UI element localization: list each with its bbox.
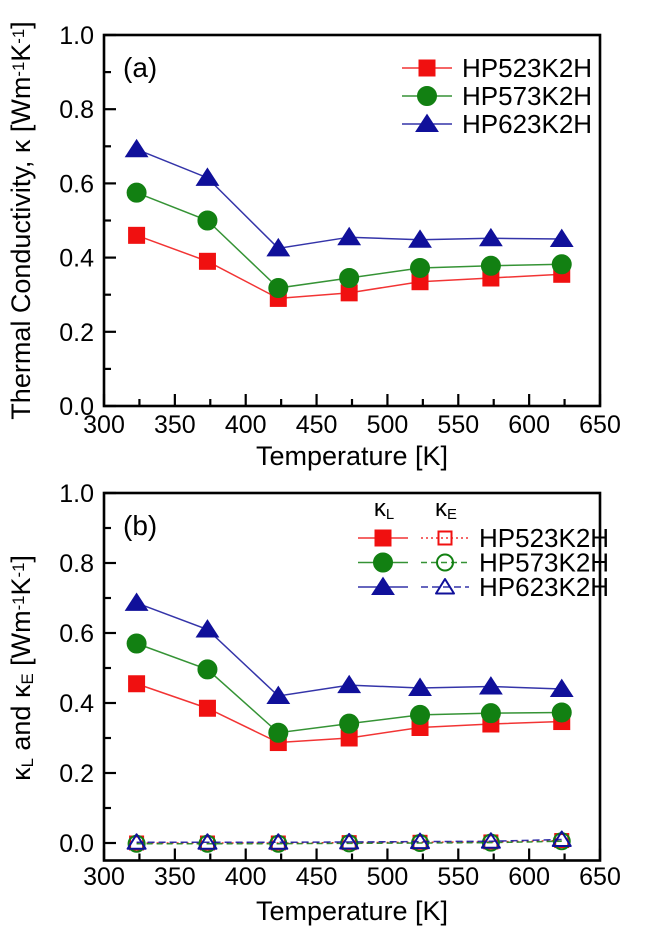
y-axis-title: Thermal Conductivity, κ [Wm-1K-1]	[6, 21, 36, 419]
panel-a-figure: 300 350 400 450 500 550 600 650 0.0 0.2 0.4 0.6 0.8 1…	[6, 21, 621, 471]
svg-text:0.0: 0.0	[59, 830, 94, 858]
series-HP573K2H-k	[126, 182, 572, 299]
svg-text:1.0: 1.0	[59, 480, 94, 508]
panel-letter: (b)	[123, 510, 157, 541]
series-HP623K2H-kL	[124, 592, 574, 704]
x-tick-labels: 300 350 400 450 500 550 600 650	[83, 863, 621, 891]
legend-label: HP623K2H	[479, 572, 609, 602]
axis-ticks	[102, 33, 602, 408]
svg-text:0.8: 0.8	[59, 96, 94, 124]
y-axis-title: κL and κE [Wm-1K-1]	[6, 555, 37, 781]
legend-label: HP573K2H	[462, 81, 592, 111]
svg-text:550: 550	[437, 411, 479, 439]
svg-text:0.6: 0.6	[59, 170, 94, 198]
svg-text:0.0: 0.0	[59, 393, 94, 421]
panel-letter: (a)	[123, 52, 157, 83]
svg-text:0.8: 0.8	[59, 550, 94, 578]
svg-text:350: 350	[154, 411, 196, 439]
svg-text:450: 450	[296, 863, 338, 891]
svg-text:500: 500	[367, 411, 409, 439]
svg-text:0.2: 0.2	[59, 319, 94, 347]
x-axis-title: Temperature [K]	[256, 441, 448, 471]
x-tick-labels: 300 350 400 450 500 550 600 650	[83, 411, 621, 439]
svg-text:400: 400	[225, 863, 267, 891]
svg-text:450: 450	[296, 411, 338, 439]
y-tick-labels: 0.0 0.2 0.4 0.6 0.8 1.0	[59, 22, 94, 421]
svg-text:400: 400	[225, 411, 267, 439]
panel-b-figure: 300 350 400 450 500 550 600 650 0.0 0.2 0.4 0.6 0.8 1…	[0, 475, 645, 950]
series-HP623K2H-k	[124, 138, 574, 257]
svg-text:500: 500	[367, 863, 409, 891]
svg-text:650: 650	[579, 411, 621, 439]
svg-text:350: 350	[154, 863, 196, 891]
svg-text:600: 600	[508, 863, 550, 891]
legend-header-kE: κE	[435, 495, 457, 523]
svg-text:650: 650	[579, 863, 621, 891]
svg-text:300: 300	[83, 411, 125, 439]
svg-text:600: 600	[508, 411, 550, 439]
panel-b-plot: 300 350 400 450 500 550 600 650 0.0 0.2 0.4 0.6 0.8 1…	[6, 480, 621, 926]
svg-text:1.0: 1.0	[59, 22, 94, 50]
panel-a-plot: 300 350 400 450 500 550 600 650 0.0 0.2 0.4 0.6 0.8 1…	[6, 21, 621, 471]
svg-text:0.2: 0.2	[59, 760, 94, 788]
svg-text:300: 300	[83, 863, 125, 891]
svg-text:0.4: 0.4	[59, 690, 94, 718]
x-axis-title: Temperature [K]	[256, 896, 448, 926]
legend-label: HP623K2H	[462, 109, 592, 139]
legend-label: HP523K2H	[462, 53, 592, 83]
y-tick-labels: 0.0 0.2 0.4 0.6 0.8 1.0	[59, 480, 94, 858]
legend-label: HP523K2H	[479, 523, 609, 553]
svg-text:550: 550	[437, 863, 479, 891]
legend-header-kL: κL	[374, 495, 394, 523]
axis-ticks	[102, 491, 602, 861]
svg-text:0.6: 0.6	[59, 620, 94, 648]
legend-label: HP573K2H	[479, 548, 609, 578]
svg-text:0.4: 0.4	[59, 245, 94, 273]
series-HP573K2H-kL	[126, 633, 572, 743]
series-HP623K2H-kE	[126, 830, 572, 850]
